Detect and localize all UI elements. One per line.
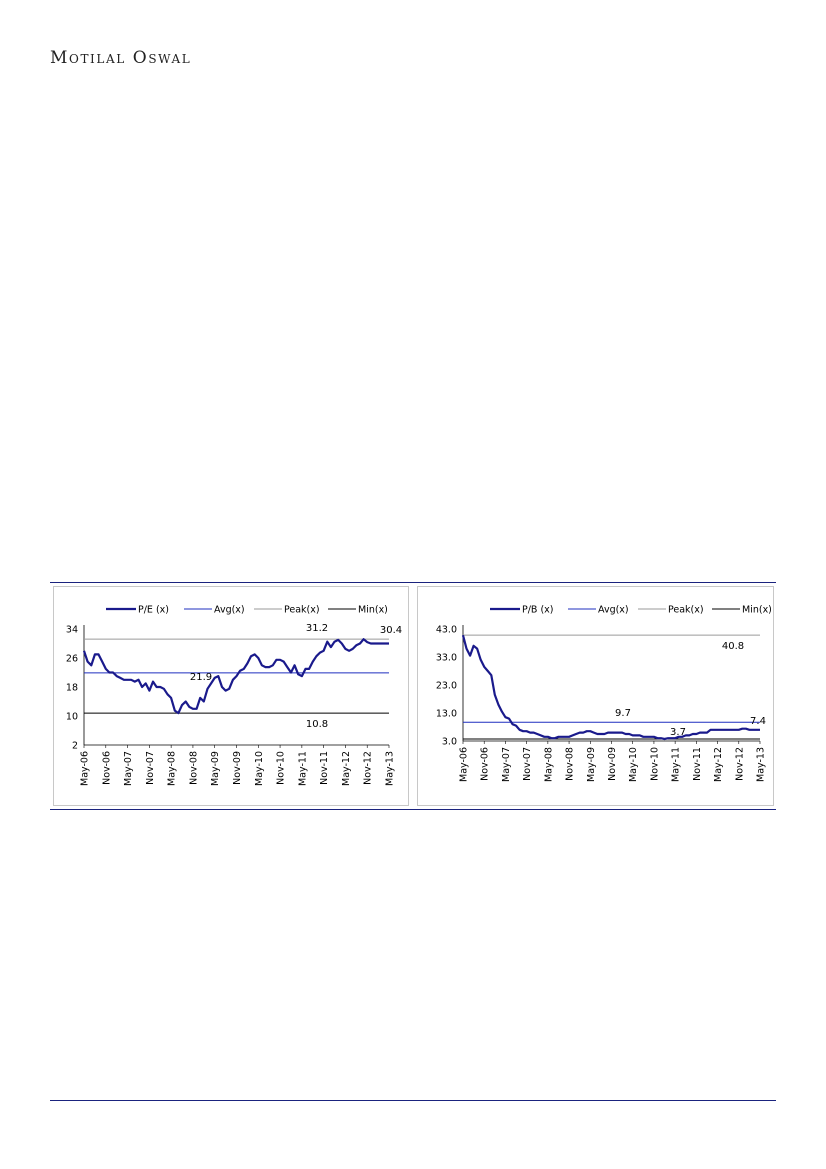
- x-tick-label: May-08: [543, 747, 554, 782]
- x-tick-label: May-07: [123, 751, 134, 786]
- charts-panel: [50, 582, 776, 810]
- data-label: 40.8: [722, 641, 744, 652]
- y-tick-label: 43.0: [436, 625, 457, 636]
- x-tick-label: Nov-09: [607, 747, 618, 781]
- x-tick-label: Nov-12: [734, 747, 745, 781]
- pb-chart: P/B (x) Avg(x) Peak(x) Min(x) 43.0 33.0 23.0 13…: [417, 586, 774, 806]
- x-tick-label: Nov-10: [276, 751, 287, 785]
- x-tick-label: Nov-12: [363, 751, 374, 785]
- series-line-main: [82, 638, 389, 715]
- x-tick-label: Nov-08: [188, 751, 199, 785]
- data-label: 21.9: [190, 672, 212, 683]
- brand-logo: Motilal Oswal: [50, 48, 192, 68]
- x-tick-label: Nov-06: [101, 751, 112, 785]
- data-label: 10.8: [306, 719, 328, 730]
- y-tick-label: 23.0: [436, 681, 457, 692]
- data-label: 9.7: [615, 708, 631, 719]
- x-tick-label: May-11: [671, 747, 682, 782]
- pe-chart: P/E (x) Avg(x) Peak(x) Min(x) 34 26 18 10 2 May-0…: [53, 586, 409, 806]
- x-tick-label: May-11: [297, 751, 308, 786]
- y-tick-label: 3.0: [442, 737, 457, 748]
- legend-label-1: Avg(x): [598, 605, 629, 616]
- x-tick-label: May-13: [385, 751, 396, 786]
- chart-svg: P/B (x) Avg(x) Peak(x) Min(x) 43.0 33.0 23.0 13…: [436, 605, 772, 783]
- x-tick-label: Nov-11: [319, 751, 330, 785]
- chart-svg: P/E (x) Avg(x) Peak(x) Min(x)342618102May-0…: [66, 605, 402, 787]
- legend-label-2: Peak(x): [668, 605, 704, 616]
- x-tick-label: Nov-06: [480, 747, 491, 781]
- series-line-main: [461, 634, 760, 741]
- x-tick-label: May-09: [210, 751, 221, 786]
- x-tick-label: May-10: [254, 751, 265, 786]
- data-label: 3.7: [670, 727, 686, 738]
- legend-label-3: Min(x): [358, 605, 388, 616]
- y-tick-label: 33.0: [436, 653, 457, 664]
- y-tick-label: 18: [66, 683, 78, 694]
- legend-label-0: P/B (x): [522, 605, 554, 616]
- x-tick-label: Nov-07: [522, 747, 533, 781]
- x-tick-label: May-12: [341, 751, 352, 786]
- data-label: 31.2: [306, 623, 328, 634]
- legend-label-2: Peak(x): [284, 605, 320, 616]
- x-tick-label: Nov-08: [565, 747, 576, 781]
- data-label: 7.4: [750, 716, 766, 727]
- x-tick-label: May-13: [756, 747, 767, 782]
- y-tick-label: 10: [66, 712, 78, 723]
- legend-label-3: Min(x): [742, 605, 772, 616]
- legend-label-0: P/E (x): [138, 605, 169, 616]
- x-tick-label: Nov-07: [145, 751, 156, 785]
- x-tick-label: May-09: [586, 747, 597, 782]
- x-tick-label: May-10: [628, 747, 639, 782]
- x-tick-label: May-06: [459, 747, 470, 782]
- x-tick-label: Nov-11: [692, 747, 703, 781]
- x-tick-label: Nov-10: [649, 747, 660, 781]
- y-tick-label: 26: [66, 654, 78, 665]
- x-tick-label: Nov-09: [232, 751, 243, 785]
- footer-rule: [50, 1100, 776, 1101]
- x-tick-label: May-06: [80, 751, 91, 786]
- x-tick-label: May-12: [713, 747, 724, 782]
- y-tick-label: 2: [72, 741, 78, 752]
- legend-label-1: Avg(x): [214, 605, 245, 616]
- x-tick-label: May-08: [167, 751, 178, 786]
- x-tick-label: May-07: [501, 747, 512, 782]
- data-label: 30.4: [380, 625, 402, 636]
- y-tick-label: 34: [66, 625, 78, 636]
- y-tick-label: 13.0: [436, 709, 457, 720]
